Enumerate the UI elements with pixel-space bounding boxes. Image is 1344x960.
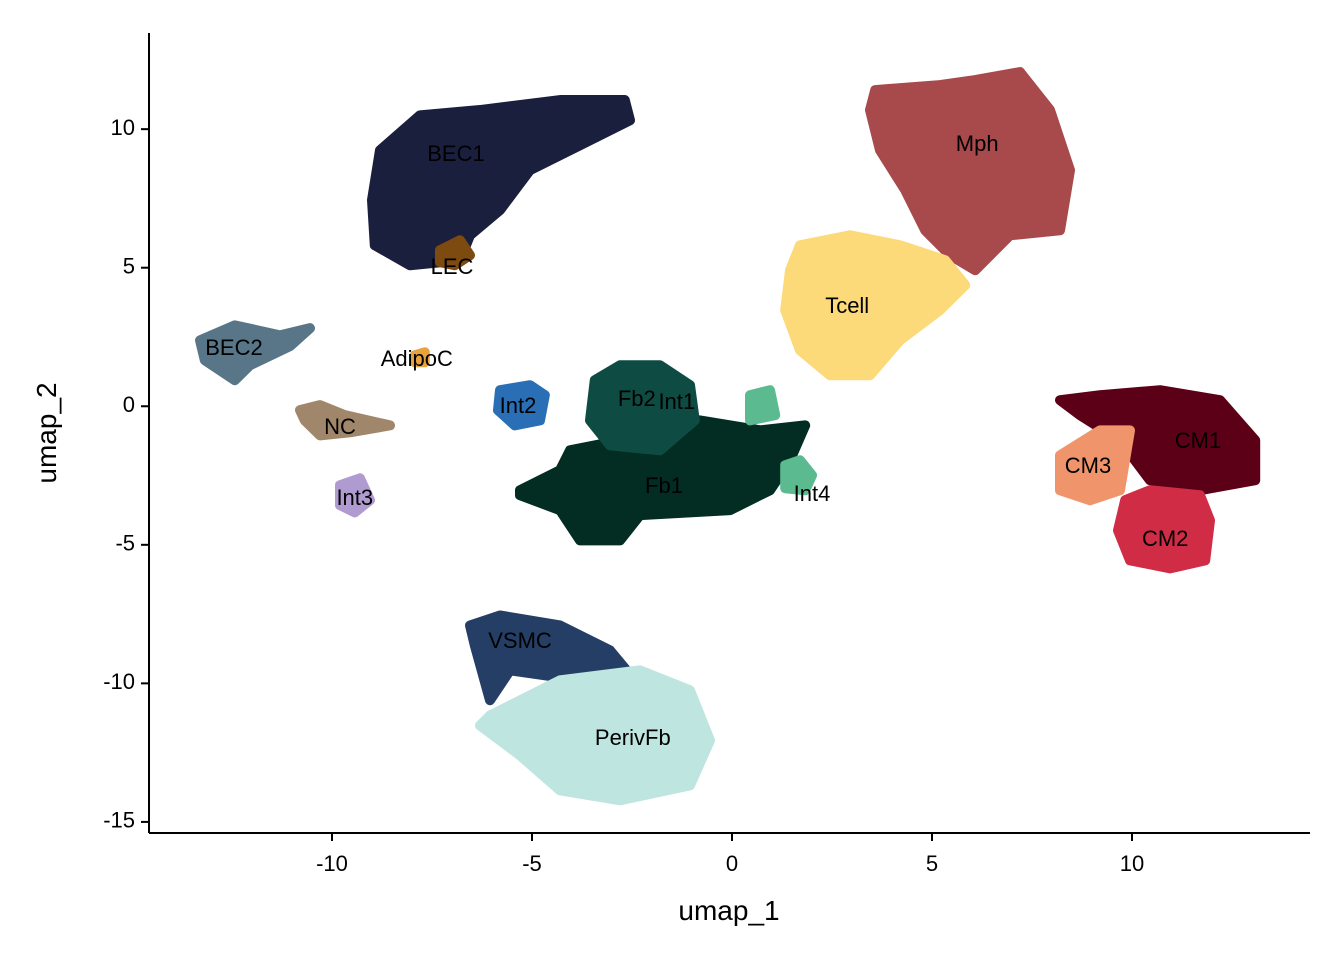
- cluster-label: BEC2: [205, 335, 262, 360]
- cluster: [295, 400, 395, 441]
- cluster: [409, 347, 430, 368]
- cluster-label: CM1: [1175, 428, 1221, 453]
- cluster-label: Fb1: [645, 473, 683, 498]
- x-tick-label: 10: [1120, 851, 1144, 876]
- cluster-label: PerivFb: [595, 725, 671, 750]
- cluster-label: Tcell: [825, 293, 869, 318]
- y-tick-label: 0: [123, 392, 135, 417]
- cluster-label: Int4: [794, 481, 831, 506]
- x-tick-label: -5: [522, 851, 542, 876]
- cluster-label: Int1: [658, 389, 695, 414]
- cluster: [585, 360, 700, 456]
- cluster: [515, 415, 811, 546]
- cluster: [780, 230, 971, 381]
- x-tick-label: -10: [316, 851, 348, 876]
- cluster-label: Mph: [956, 131, 999, 156]
- y-axis-title: umap_2: [31, 382, 62, 483]
- cluster: [1055, 425, 1135, 506]
- cluster: [195, 320, 315, 386]
- cluster: [435, 235, 475, 271]
- y-tick-label: 10: [111, 115, 135, 140]
- cluster-label: LEC: [431, 254, 474, 279]
- y-tick-label: -15: [103, 808, 135, 833]
- cluster: [780, 455, 817, 496]
- cluster: [1113, 485, 1215, 574]
- cluster: [475, 665, 715, 806]
- cluster-label: NC: [324, 414, 356, 439]
- x-tick-label: 5: [926, 851, 938, 876]
- cluster: [745, 385, 781, 426]
- cluster: [865, 67, 1075, 276]
- y-tick-label: 5: [123, 254, 135, 279]
- cluster-label: AdipoC: [381, 346, 453, 371]
- cluster-label: Fb2: [618, 386, 656, 411]
- cluster-label: Int2: [500, 393, 537, 418]
- y-tick-label: -10: [103, 669, 135, 694]
- cluster-label: Int3: [336, 485, 373, 510]
- x-tick-label: 0: [726, 851, 738, 876]
- cluster: [335, 473, 375, 518]
- cluster-label: CM3: [1065, 453, 1111, 478]
- cluster: [493, 380, 550, 431]
- cluster-label: VSMC: [488, 628, 552, 653]
- cluster: [367, 95, 635, 271]
- cluster-label: BEC1: [427, 141, 484, 166]
- x-axis-title: umap_1: [678, 895, 779, 926]
- y-tick-label: -5: [115, 531, 135, 556]
- cluster-label: CM2: [1142, 526, 1188, 551]
